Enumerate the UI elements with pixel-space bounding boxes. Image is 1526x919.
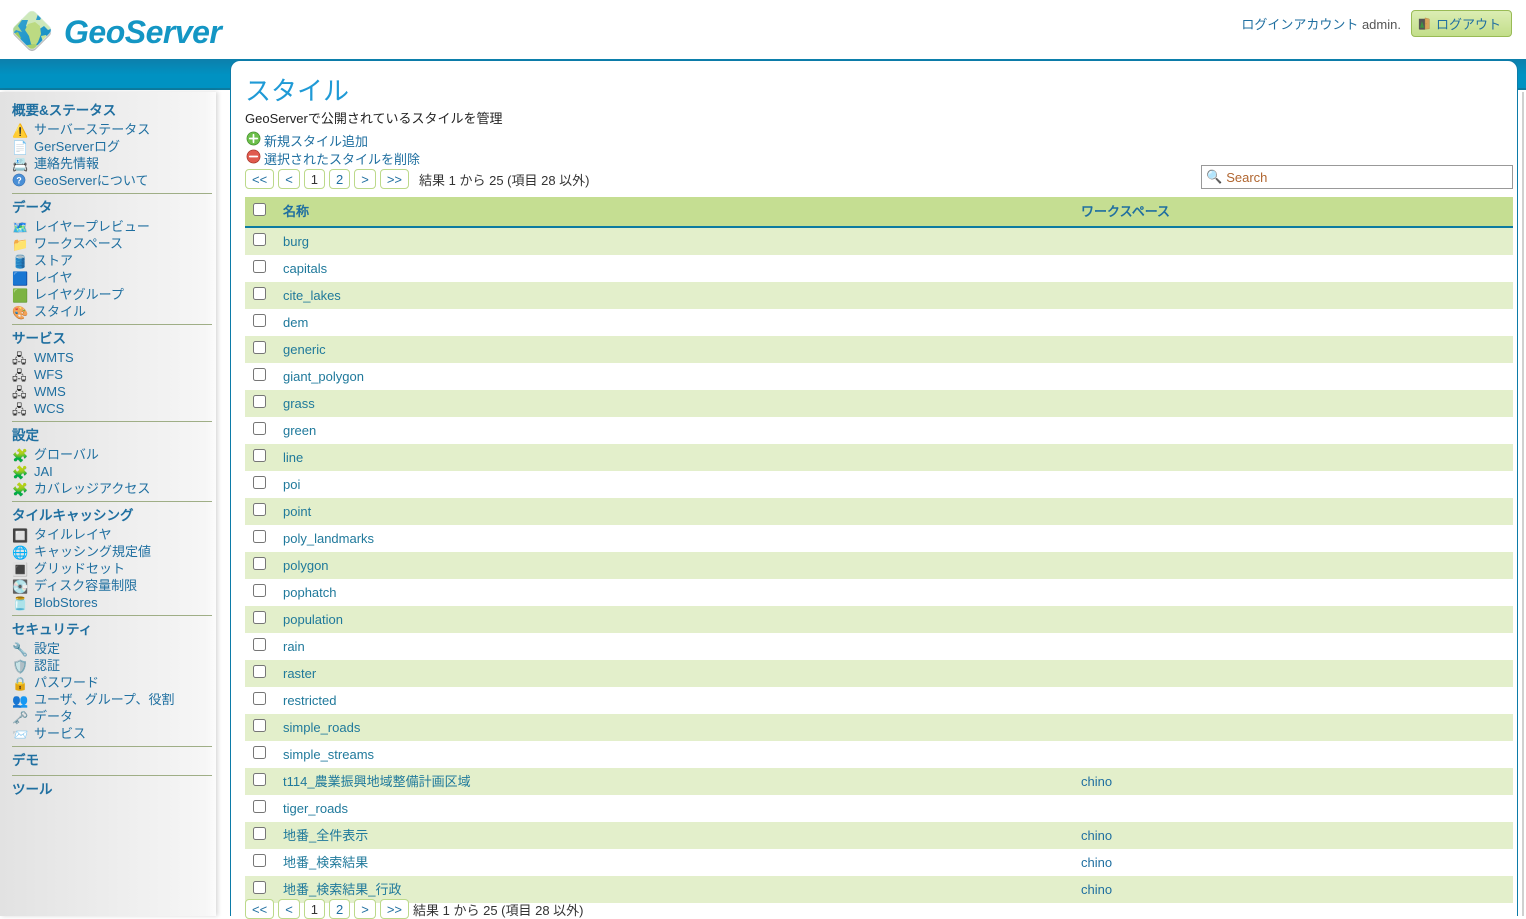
svg-text:?: ? bbox=[16, 175, 21, 185]
